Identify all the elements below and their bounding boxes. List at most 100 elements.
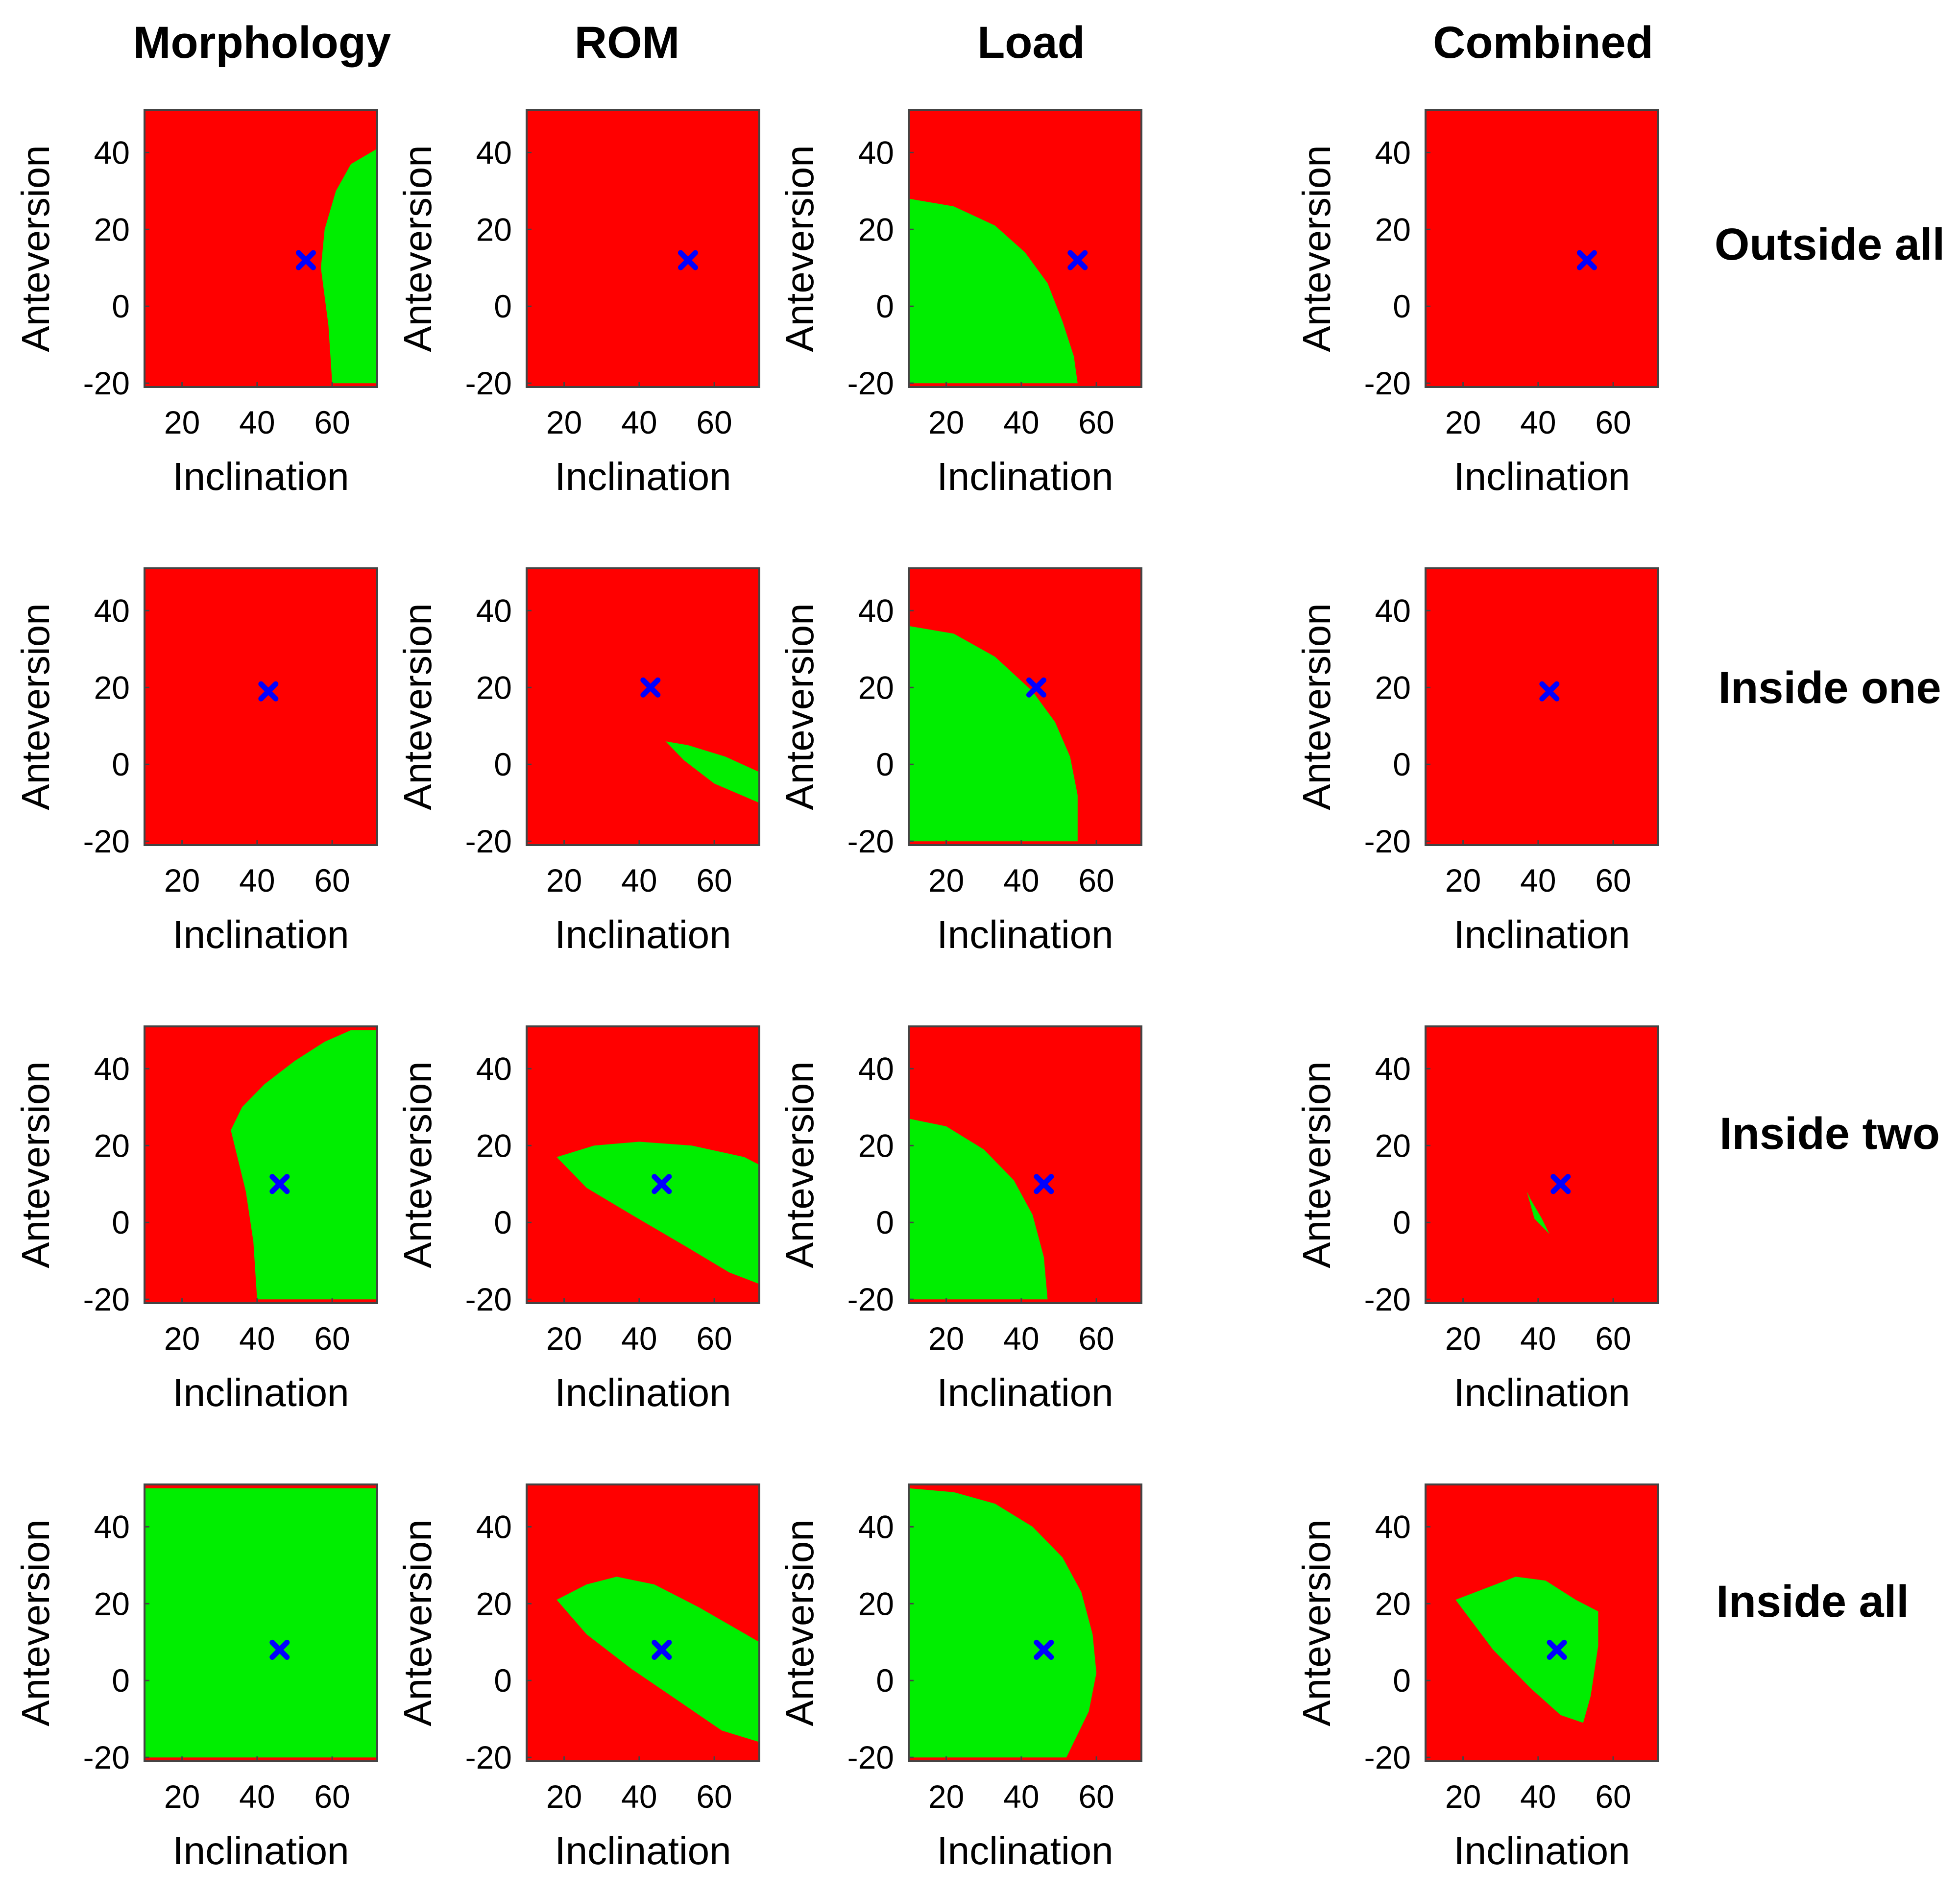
target-marker xyxy=(258,681,279,702)
axes-frame xyxy=(144,567,378,846)
target-marker xyxy=(652,1639,672,1660)
inside-region xyxy=(909,1118,1048,1300)
y-axis-label: Anteversion xyxy=(14,1061,57,1268)
axes-frame xyxy=(526,567,760,846)
y-tick-label: 40 xyxy=(94,592,130,629)
y-tick-label: 20 xyxy=(94,1127,130,1164)
panel-r2-c4: 40 20 0 -20 20 40 60 Inclination Anteversion xyxy=(1295,567,1659,956)
y-axis-label: Anteversion xyxy=(14,603,57,810)
target-marker xyxy=(652,1174,672,1194)
x-tick-label: 60 xyxy=(1595,1320,1631,1357)
panel-r3-c4: 40 20 0 -20 20 40 60 Inclination Anteversion xyxy=(1295,1025,1659,1414)
y-tick-label: 0 xyxy=(876,288,894,324)
y-tick-label: 40 xyxy=(858,1050,894,1087)
column-title-combined: Combined xyxy=(1433,18,1653,68)
y-axis-label: Anteversion xyxy=(1295,1061,1338,1268)
y-tick-label: 40 xyxy=(1375,592,1411,629)
y-tick-label: 20 xyxy=(1375,1127,1411,1164)
axes-frame xyxy=(526,109,760,388)
axes-frame xyxy=(144,1483,378,1762)
axes-frame xyxy=(144,109,378,388)
x-tick-label: 20 xyxy=(546,862,582,899)
x-axis-label: Inclination xyxy=(937,1829,1113,1872)
panel-r1-c1: 40 20 0 -20 20 40 60 Inclination Anteversion xyxy=(14,109,378,498)
column-title-rom: ROM xyxy=(575,18,680,68)
y-axis-label: Anteversion xyxy=(14,145,57,352)
outside-region xyxy=(1426,1026,1658,1303)
panel-r1-c2: 40 20 0 -20 20 40 60 Inclination Anteversion xyxy=(396,109,760,498)
x-tick-label: 20 xyxy=(928,1778,964,1815)
x-tick-label: 20 xyxy=(164,862,200,899)
y-tick-label: 20 xyxy=(858,669,894,705)
y-tick-label: 20 xyxy=(476,1127,512,1164)
x-tick-label: 40 xyxy=(621,404,657,440)
target-marker xyxy=(640,677,661,698)
x-tick-label: 40 xyxy=(1520,404,1556,440)
target-marker xyxy=(1026,677,1046,698)
y-tick-label: 0 xyxy=(1393,288,1411,324)
y-tick-label: -20 xyxy=(465,1281,512,1317)
axes-frame xyxy=(908,1483,1142,1762)
x-axis-label: Inclination xyxy=(172,1371,349,1414)
y-tick-label: 20 xyxy=(858,211,894,247)
y-tick-label: 40 xyxy=(476,134,512,170)
y-tick-label: 0 xyxy=(494,746,512,782)
panel-r4-c3: 40 20 0 -20 20 40 60 Inclination Anteversion xyxy=(778,1483,1142,1872)
axes-frame xyxy=(1425,567,1659,846)
x-tick-label: 40 xyxy=(1003,1778,1039,1815)
y-tick-label: 20 xyxy=(858,1127,894,1164)
y-axis-label: Anteversion xyxy=(1295,603,1338,810)
y-tick-label: 40 xyxy=(1375,134,1411,170)
x-tick-label: 20 xyxy=(164,1778,200,1815)
y-tick-label: 40 xyxy=(476,1050,512,1087)
y-tick-label: 40 xyxy=(94,1508,130,1545)
y-tick-label: 0 xyxy=(112,288,130,324)
x-axis-label: Inclination xyxy=(937,1371,1113,1414)
x-tick-label: 60 xyxy=(696,404,732,440)
x-tick-label: 60 xyxy=(1078,1778,1114,1815)
column-title-morphology: Morphology xyxy=(133,18,391,68)
panel-r4-c2: 40 20 0 -20 20 40 60 Inclination Anteversion xyxy=(396,1483,760,1872)
y-tick-label: 20 xyxy=(476,669,512,705)
y-axis-label: Anteversion xyxy=(14,1519,57,1726)
x-tick-label: 20 xyxy=(546,1320,582,1357)
y-tick-label: 0 xyxy=(494,1662,512,1699)
panel-r4-c4: 40 20 0 -20 20 40 60 Inclination Anteversion xyxy=(1295,1483,1659,1872)
x-axis-label: Inclination xyxy=(1453,1829,1630,1872)
y-tick-label: 0 xyxy=(112,1662,130,1699)
target-marker xyxy=(678,250,698,270)
x-tick-label: 40 xyxy=(1520,1778,1556,1815)
axes-frame xyxy=(526,1025,760,1304)
x-tick-label: 40 xyxy=(239,1778,275,1815)
y-tick-label: 0 xyxy=(112,1204,130,1240)
y-axis-label: Anteversion xyxy=(778,1519,822,1726)
x-axis-label: Inclination xyxy=(555,1371,731,1414)
x-axis-label: Inclination xyxy=(937,913,1113,956)
y-tick-label: 40 xyxy=(858,592,894,629)
x-tick-label: 40 xyxy=(621,862,657,899)
x-axis-label: Inclination xyxy=(1453,455,1630,498)
x-tick-label: 60 xyxy=(1595,404,1631,440)
inside-region xyxy=(909,626,1078,842)
target-marker xyxy=(1067,250,1088,270)
row-title-inside-one: Inside one xyxy=(1718,663,1941,713)
axes-frame xyxy=(908,567,1142,846)
y-tick-label: 40 xyxy=(1375,1050,1411,1087)
y-tick-label: 0 xyxy=(1393,1662,1411,1699)
y-tick-label: 0 xyxy=(876,1204,894,1240)
y-tick-label: -20 xyxy=(465,365,512,401)
x-tick-label: 20 xyxy=(1445,404,1481,440)
x-axis-label: Inclination xyxy=(1453,1371,1630,1414)
x-axis-label: Inclination xyxy=(172,1829,349,1872)
y-tick-label: 40 xyxy=(476,592,512,629)
y-axis-label: Anteversion xyxy=(1295,1519,1338,1726)
y-tick-label: -20 xyxy=(1364,1739,1411,1775)
x-tick-label: 20 xyxy=(164,404,200,440)
x-tick-label: 20 xyxy=(546,1778,582,1815)
outside-region xyxy=(1426,110,1658,387)
x-tick-label: 60 xyxy=(696,1778,732,1815)
axes-frame xyxy=(526,1483,760,1762)
y-tick-label: -20 xyxy=(83,1281,130,1317)
x-tick-label: 60 xyxy=(314,862,350,899)
y-tick-label: 40 xyxy=(858,134,894,170)
